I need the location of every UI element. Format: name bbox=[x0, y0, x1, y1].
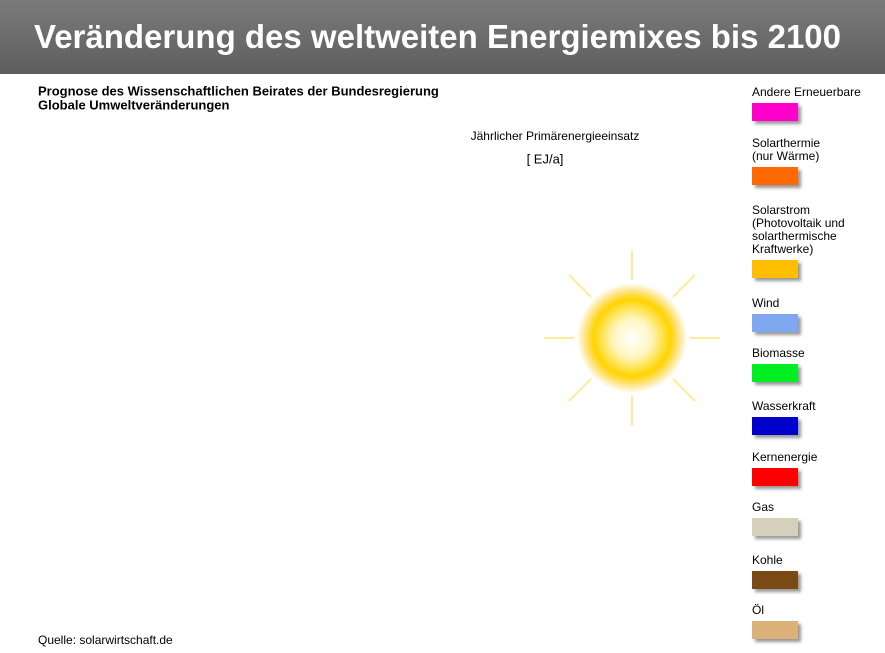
legend-label: Andere Erneuerbare bbox=[752, 86, 861, 99]
legend-swatch bbox=[752, 518, 798, 536]
legend-swatch bbox=[752, 621, 798, 639]
legend-swatch bbox=[752, 314, 798, 332]
legend-label: Kohle bbox=[752, 554, 783, 567]
legend-label: Kernenergie bbox=[752, 451, 817, 464]
legend-label: Wasserkraft bbox=[752, 400, 816, 413]
legend-swatch bbox=[752, 167, 798, 185]
subtitle: Globale Umweltveränderungen bbox=[38, 97, 229, 112]
legend-swatch bbox=[752, 260, 798, 278]
legend-swatch bbox=[752, 103, 798, 121]
legend-label: Biomasse bbox=[752, 347, 805, 360]
page: Veränderung des weltweiten Energiemixes … bbox=[0, 0, 885, 653]
legend-label: Öl bbox=[752, 604, 764, 617]
sun-decoration bbox=[544, 250, 720, 426]
legend-label: Wind bbox=[752, 297, 779, 310]
legend-swatch bbox=[752, 417, 798, 435]
legend-swatch bbox=[752, 468, 798, 486]
axis-unit: [ EJ/a] bbox=[527, 151, 564, 166]
subtitle: Prognose des Wissenschaftlichen Beirates… bbox=[38, 83, 439, 98]
legend-label: Gas bbox=[752, 501, 774, 514]
legend-swatch bbox=[752, 571, 798, 589]
legend-swatch bbox=[752, 364, 798, 382]
legend-label: Solarthermie (nur Wärme) bbox=[752, 137, 820, 163]
axis-title: Jährlicher Primärenergieeinsatz bbox=[471, 129, 640, 143]
source: Quelle: solarwirtschaft.de bbox=[38, 633, 173, 647]
legend-label: Solarstrom (Photovoltaik und solarthermi… bbox=[752, 204, 845, 256]
